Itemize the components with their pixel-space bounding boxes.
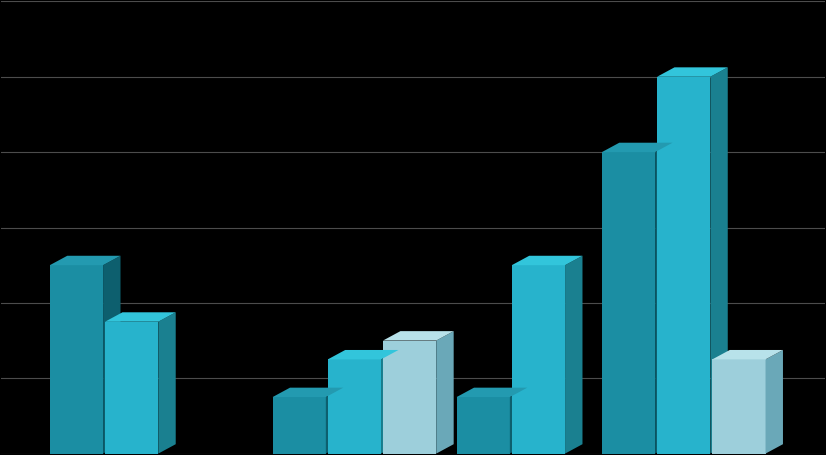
Polygon shape (50, 265, 103, 454)
Polygon shape (50, 256, 121, 265)
Polygon shape (657, 77, 710, 454)
Polygon shape (328, 350, 398, 359)
Polygon shape (712, 359, 766, 454)
Polygon shape (328, 359, 381, 454)
Polygon shape (602, 152, 655, 454)
Polygon shape (710, 67, 728, 454)
Polygon shape (602, 143, 672, 152)
Polygon shape (273, 388, 344, 397)
Polygon shape (383, 331, 453, 340)
Polygon shape (512, 265, 565, 454)
Polygon shape (565, 256, 582, 454)
Polygon shape (273, 397, 325, 454)
Polygon shape (383, 340, 436, 454)
Polygon shape (712, 350, 783, 359)
Polygon shape (510, 388, 527, 454)
Polygon shape (766, 350, 783, 454)
Polygon shape (655, 143, 672, 454)
Polygon shape (105, 322, 159, 454)
Polygon shape (159, 312, 176, 454)
Polygon shape (512, 256, 582, 265)
Polygon shape (436, 331, 453, 454)
Polygon shape (381, 350, 398, 454)
Polygon shape (657, 67, 728, 77)
Polygon shape (457, 388, 527, 397)
Polygon shape (325, 388, 344, 454)
Polygon shape (105, 312, 176, 322)
Polygon shape (103, 256, 121, 454)
Polygon shape (457, 397, 510, 454)
